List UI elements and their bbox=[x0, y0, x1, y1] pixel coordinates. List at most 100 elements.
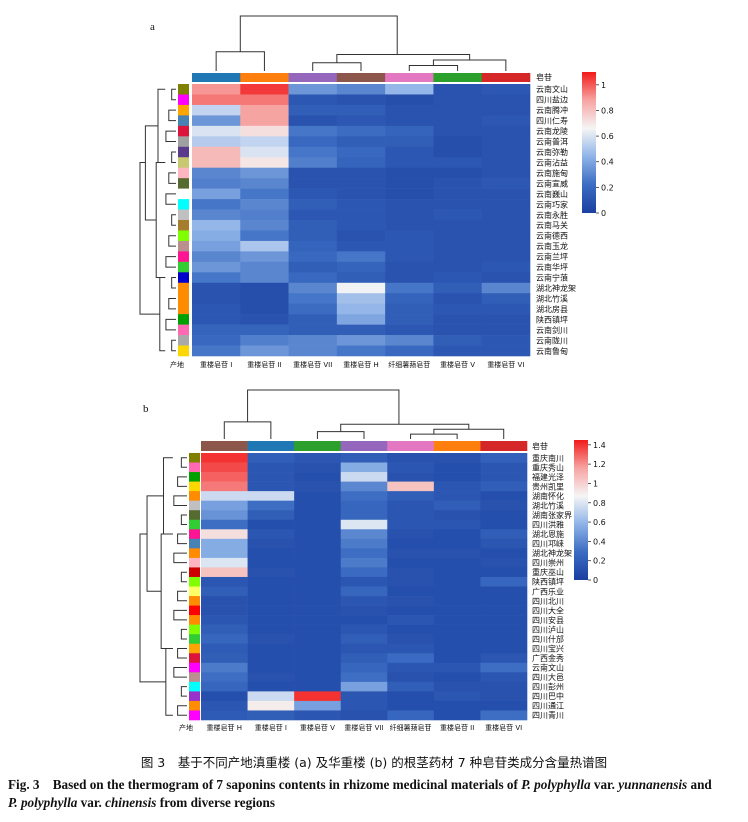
heatmap-cell bbox=[336, 146, 386, 158]
heatmap-cell bbox=[385, 251, 434, 263]
dendrogram-branch bbox=[316, 431, 365, 439]
heatmap-cell bbox=[433, 209, 483, 221]
row-group-label: 产地 bbox=[170, 360, 184, 369]
row-color-swatch bbox=[178, 115, 189, 127]
heatmap-cell bbox=[247, 710, 295, 721]
heatmap-cell bbox=[240, 115, 289, 127]
row-label: 四川什邡 bbox=[532, 634, 564, 644]
heatmap-cell bbox=[192, 230, 241, 242]
colorbar-tick-label: 0.2 bbox=[601, 183, 614, 192]
heatmap-cell bbox=[192, 157, 241, 168]
dendrogram-branch bbox=[146, 495, 164, 592]
row-label: 四川大全 bbox=[532, 605, 564, 615]
heatmap-cell bbox=[336, 220, 386, 231]
heatmap-cell bbox=[336, 324, 386, 336]
heatmap-cell bbox=[481, 84, 531, 95]
heatmap-cell bbox=[340, 681, 388, 692]
heatmap-cell bbox=[481, 209, 531, 221]
heatmap-cell bbox=[240, 220, 289, 231]
heatmap-cell bbox=[480, 586, 528, 597]
dendrogram-branch bbox=[173, 667, 187, 678]
row-color-swatch bbox=[178, 272, 189, 284]
row-color-swatch bbox=[178, 251, 189, 263]
row-label: 广西金秀 bbox=[532, 653, 564, 663]
heatmap-cell bbox=[340, 691, 388, 702]
heatmap-cell bbox=[481, 146, 531, 158]
heatmap-cell bbox=[481, 125, 531, 137]
colorbar-tick-label: 0.4 bbox=[593, 537, 606, 546]
column-color-swatch bbox=[433, 441, 481, 451]
heatmap-cell bbox=[433, 125, 483, 137]
heatmap-cell bbox=[481, 261, 531, 273]
heatmap-cell bbox=[387, 700, 435, 711]
heatmap-cell bbox=[480, 634, 528, 645]
column-label: 重楼皂苷 I bbox=[255, 723, 287, 732]
heatmap-cell bbox=[433, 586, 481, 597]
heatmap-cell bbox=[294, 681, 342, 692]
row-color-swatch bbox=[178, 314, 189, 325]
heatmap-cell bbox=[201, 662, 248, 673]
heatmap-cell bbox=[433, 84, 483, 95]
heatmap-cell bbox=[247, 462, 295, 473]
colorbar-tick-label: 0.6 bbox=[601, 132, 614, 141]
caption-variety-2: chinensis bbox=[105, 795, 157, 810]
heatmap-cell bbox=[240, 282, 289, 294]
row-label: 四川仁寿 bbox=[536, 116, 568, 126]
heatmap-cell bbox=[336, 136, 386, 148]
heatmap-cell bbox=[387, 615, 435, 625]
heatmap-cell bbox=[480, 615, 528, 625]
heatmap-cell bbox=[340, 586, 388, 597]
dendrogram-branch bbox=[163, 457, 173, 535]
heatmap-cell bbox=[385, 345, 434, 357]
heatmap-cell bbox=[294, 710, 342, 721]
heatmap-cell bbox=[433, 529, 481, 540]
heatmap-cell bbox=[294, 557, 342, 568]
heatmap-cell bbox=[294, 691, 342, 702]
heatmap-cell bbox=[433, 157, 483, 168]
heatmap-cell bbox=[201, 586, 248, 597]
heatmap-cell bbox=[481, 230, 531, 242]
heatmap-cell bbox=[340, 596, 388, 606]
heatmap-cell bbox=[340, 624, 388, 635]
column-color-swatch bbox=[340, 441, 388, 451]
colorbar-tick-label: 1 bbox=[593, 479, 598, 488]
heatmap-cell bbox=[385, 230, 434, 242]
heatmap-cell bbox=[240, 335, 289, 346]
row-color-swatch bbox=[189, 681, 200, 692]
dendrogram-branch bbox=[168, 172, 176, 184]
column-color-swatch bbox=[387, 441, 435, 451]
heatmap-cell bbox=[247, 615, 295, 625]
heatmap-cell bbox=[201, 567, 248, 578]
dendrogram-branch bbox=[165, 318, 176, 331]
row-label: 云南巧家 bbox=[536, 199, 568, 209]
row-color-swatch bbox=[189, 605, 200, 616]
heatmap-cell bbox=[294, 453, 342, 463]
heatmap-cell bbox=[201, 653, 248, 664]
dendrogram-branch bbox=[157, 88, 166, 163]
heatmap-cell bbox=[240, 188, 289, 200]
heatmap-cell bbox=[336, 261, 386, 273]
heatmap-cell bbox=[480, 529, 528, 540]
heatmap-cell bbox=[340, 653, 388, 664]
heatmap-cell bbox=[433, 653, 481, 664]
heatmap-cell bbox=[288, 324, 338, 336]
heatmap-cell bbox=[340, 529, 388, 540]
heatmap-cell bbox=[387, 491, 435, 501]
heatmap-cell bbox=[385, 272, 434, 284]
heatmap-cell bbox=[201, 529, 248, 540]
dendrogram-branch bbox=[171, 88, 176, 101]
heatmap-cell bbox=[240, 261, 289, 273]
heatmap-cell bbox=[294, 672, 342, 683]
heatmap-cell bbox=[385, 199, 434, 210]
heatmap-cell bbox=[387, 538, 435, 549]
heatmap-cell bbox=[288, 230, 338, 242]
heatmap-cell bbox=[481, 136, 531, 148]
colorbar-tick-label: 1 bbox=[601, 81, 606, 90]
heatmap-cell bbox=[433, 615, 481, 625]
caption-species-2: P. polyphylla bbox=[8, 795, 78, 810]
heatmap-cell bbox=[240, 146, 289, 158]
heatmap-cell bbox=[288, 136, 338, 148]
heatmap-cell bbox=[433, 199, 483, 210]
dendrogram-branch bbox=[336, 54, 471, 63]
row-color-swatch bbox=[189, 653, 200, 664]
